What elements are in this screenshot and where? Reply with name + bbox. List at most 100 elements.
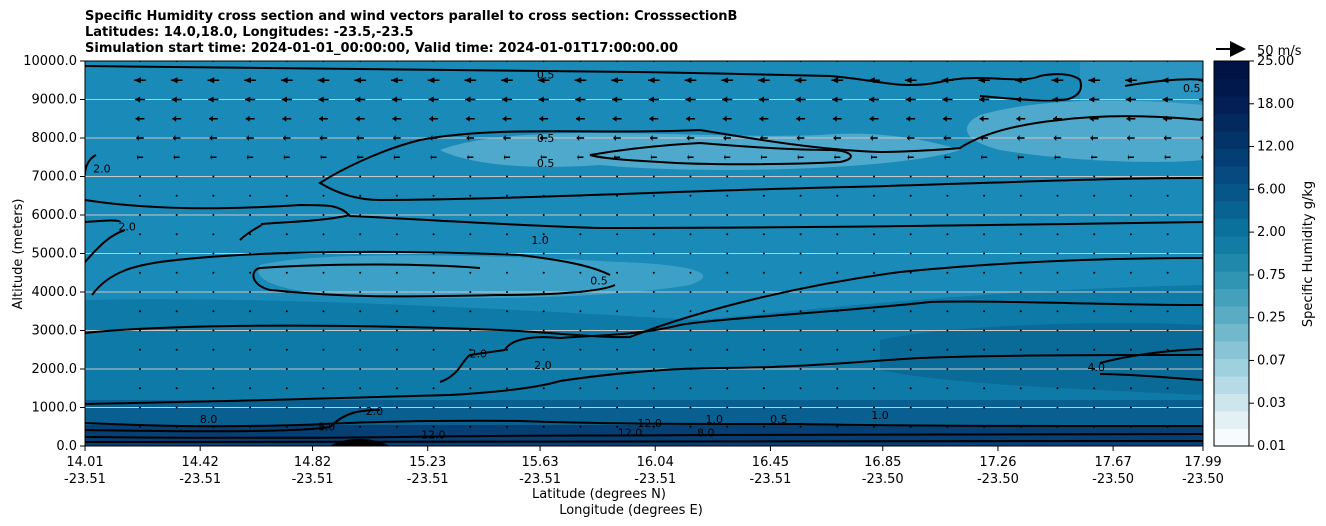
wind-dot	[946, 387, 949, 390]
wind-dot	[139, 214, 141, 216]
wind-dot	[652, 233, 655, 236]
y-tick-label: 3000.0	[32, 324, 78, 339]
wind-dot	[139, 194, 141, 197]
wind-dot	[1093, 271, 1096, 274]
wind-dot	[139, 291, 141, 293]
wind-dot	[542, 252, 545, 255]
wind-dot	[652, 194, 655, 197]
wind-dot	[359, 425, 362, 428]
colorbar-band	[1214, 183, 1249, 202]
wind-dot	[1019, 233, 1022, 236]
wind-dot	[285, 194, 288, 197]
colorbar-band	[1214, 411, 1249, 429]
wind-dot	[579, 233, 582, 236]
wind-dot	[249, 271, 252, 274]
wind-dot	[542, 271, 545, 274]
wind-dot	[212, 368, 215, 370]
wind-dot	[469, 329, 472, 332]
wind-dot	[506, 368, 508, 370]
wind-dot	[799, 310, 802, 313]
wind-dot	[359, 194, 362, 197]
colorbar-tick-label: 18.00	[1257, 97, 1294, 112]
wind-dot	[946, 329, 949, 332]
wind-dot	[726, 291, 729, 293]
wind-dot	[432, 368, 435, 370]
wind-dot	[836, 175, 839, 178]
wind-dot	[249, 387, 252, 390]
wind-dot	[762, 175, 765, 178]
wind-dot	[579, 348, 582, 351]
wind-dot	[1129, 348, 1132, 351]
x-tick-label-lat: 15.63	[521, 455, 558, 470]
wind-dot	[506, 271, 508, 274]
colorbar-band	[1214, 358, 1249, 377]
wind-dot	[1056, 214, 1059, 216]
wind-dot	[799, 214, 802, 216]
x-tick-label-lat: 16.85	[864, 455, 901, 470]
wind-dot	[212, 175, 215, 178]
wind-dot	[139, 425, 141, 428]
wind-dot	[579, 368, 582, 370]
wind-dot	[799, 175, 802, 178]
colorbar-tick-label: 12.00	[1257, 140, 1294, 155]
wind-dot	[1056, 406, 1059, 409]
wind-dot	[836, 271, 839, 274]
wind-dot	[983, 368, 986, 370]
wind-dot	[506, 175, 508, 178]
wind-dot	[542, 368, 545, 370]
wind-dot	[873, 194, 875, 197]
wind-dot	[983, 271, 986, 274]
y-tick-label: 2000.0	[32, 362, 78, 377]
wind-dot	[175, 368, 178, 370]
x-tick-label-lon: -23.51	[634, 472, 676, 487]
wind-dot	[1093, 291, 1096, 293]
wind-dot	[469, 175, 472, 178]
wind-dot	[432, 291, 435, 293]
wind-dot	[175, 233, 178, 236]
wind-dot	[1019, 368, 1022, 370]
wind-dot	[249, 368, 252, 370]
wind-dot	[285, 387, 288, 390]
wind-dot	[1203, 272, 1205, 274]
wind-dot	[726, 194, 729, 197]
wind-dot	[506, 194, 508, 197]
y-tick-label: 10000.0	[23, 54, 77, 69]
wind-dot	[836, 214, 839, 216]
wind-dot	[1093, 368, 1096, 370]
wind-dot	[946, 368, 949, 370]
wind-dot	[212, 310, 215, 313]
wind-dot	[175, 194, 178, 197]
wind-dot	[285, 214, 288, 216]
wind-dot	[1056, 271, 1059, 274]
contour-label: 0.5	[537, 132, 555, 145]
wind-dot	[359, 175, 362, 178]
wind-dot	[726, 175, 729, 178]
wind-dot	[836, 406, 839, 409]
wind-dot	[616, 387, 619, 390]
colorbar-tick-label: 25.00	[1257, 54, 1294, 69]
wind-dot	[909, 252, 912, 255]
colorbar-band	[1214, 148, 1249, 167]
contour-12.0-surface	[85, 440, 1203, 444]
wind-dot	[139, 406, 141, 409]
wind-dot	[762, 252, 765, 255]
wind-dot	[469, 271, 472, 274]
wind-dot	[652, 348, 655, 351]
wind-dot	[542, 425, 545, 428]
wind-dot	[1129, 406, 1132, 409]
wind-dot	[212, 252, 215, 255]
wind-dot	[395, 291, 398, 293]
wind-dot	[946, 194, 949, 197]
wind-dot	[909, 310, 912, 313]
chart-title-line-2: Latitudes: 14.0,18.0, Longitudes: -23.5,…	[85, 25, 414, 40]
wind-dot	[1093, 348, 1096, 351]
wind-dot	[799, 406, 802, 409]
chart-title-line-3: Simulation start time: 2024-01-01_00:00:…	[85, 41, 678, 56]
wind-vectors	[134, 61, 1205, 428]
wind-dot	[762, 425, 765, 428]
wind-dot	[1056, 194, 1059, 197]
wind-dot	[1129, 368, 1132, 370]
wind-dot	[1203, 291, 1205, 293]
wind-dot	[762, 310, 765, 313]
colorbar-band	[1214, 61, 1249, 79]
